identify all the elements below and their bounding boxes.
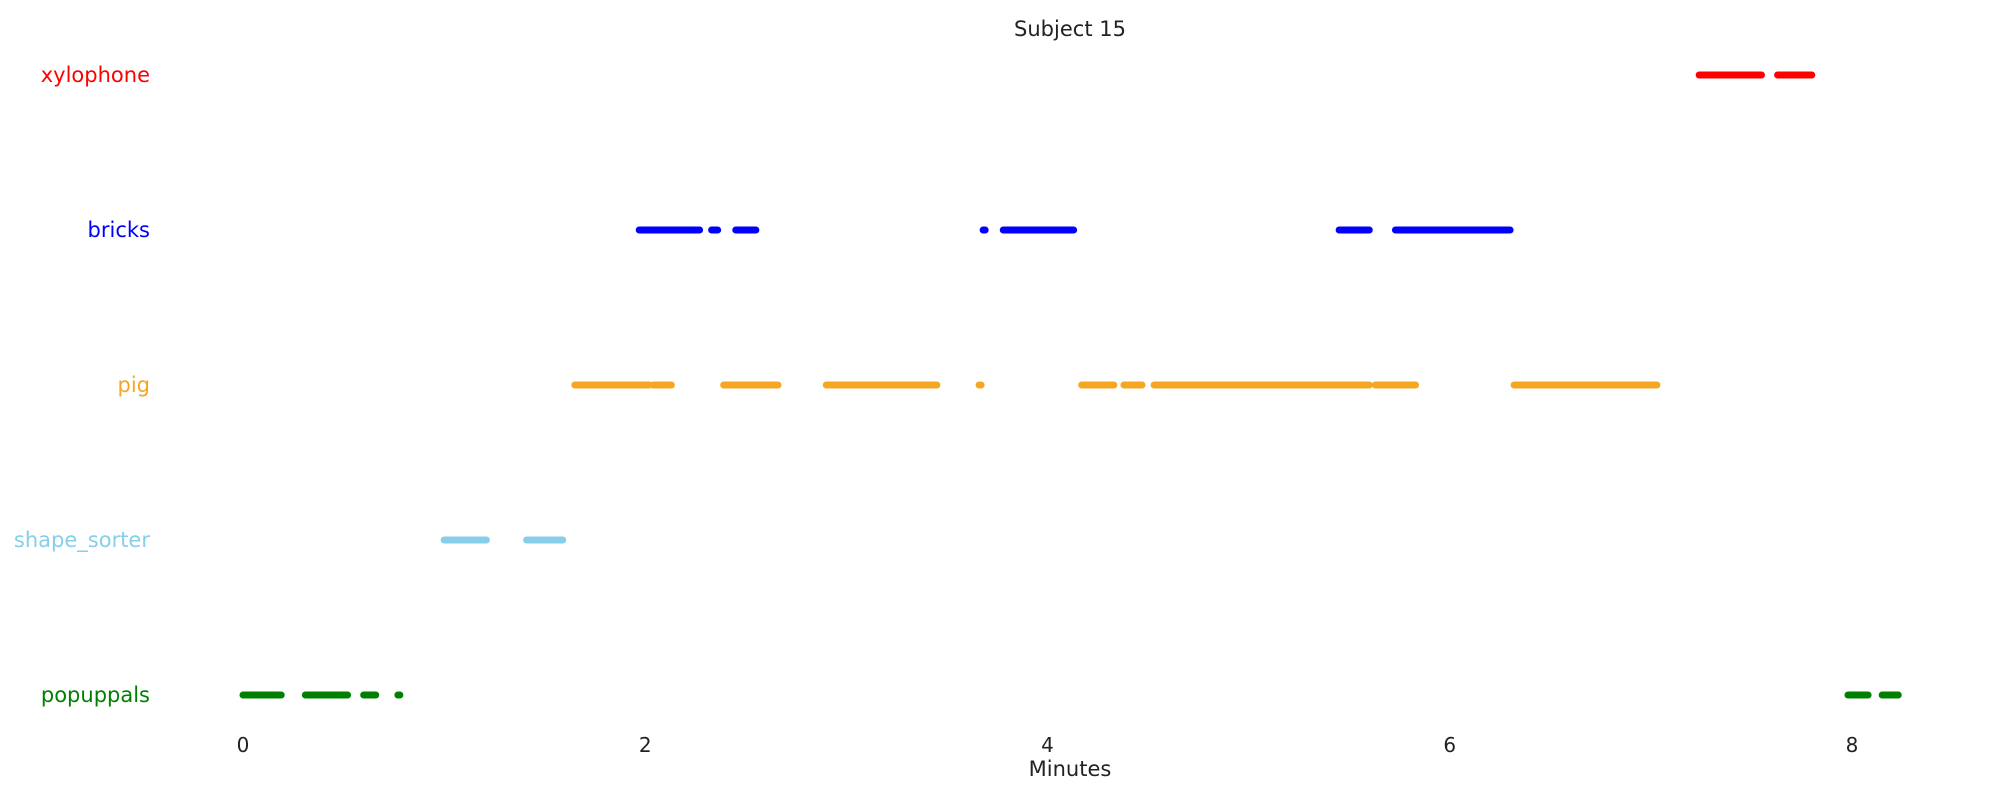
category-labels: xylophone bricks pig shape_sorter popuppals — [14, 63, 150, 707]
chart-title: Subject 15 — [1014, 17, 1126, 41]
x-axis-ticks: 0 2 4 6 8 — [237, 733, 1859, 757]
interval-bars — [239, 71, 1902, 699]
category-label-bricks: bricks — [88, 218, 150, 242]
x-tick-label: 4 — [1041, 733, 1054, 757]
x-tick-label: 0 — [237, 733, 250, 757]
x-tick-label: 2 — [639, 733, 652, 757]
category-label-xylophone: xylophone — [41, 63, 150, 87]
x-axis-title: Minutes — [1029, 757, 1112, 781]
x-tick-label: 8 — [1846, 733, 1859, 757]
x-tick-label: 6 — [1443, 733, 1456, 757]
category-label-shape-sorter: shape_sorter — [14, 528, 150, 553]
category-label-pig: pig — [118, 373, 151, 397]
category-label-popuppals: popuppals — [41, 683, 150, 707]
